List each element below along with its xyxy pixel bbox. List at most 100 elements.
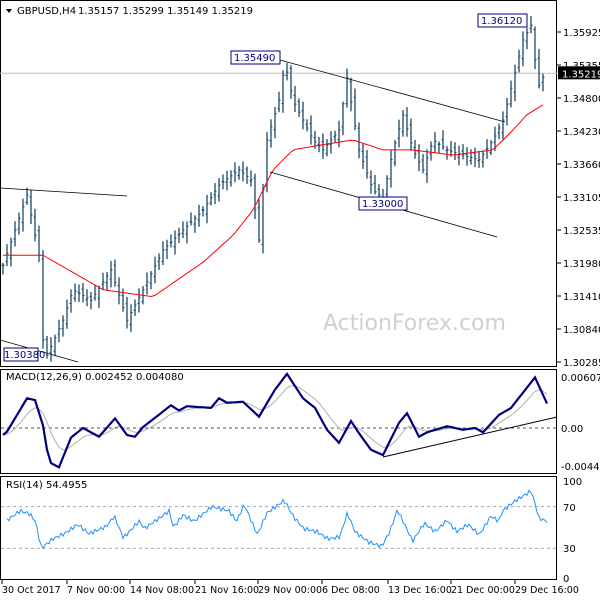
price-bar [93,284,97,301]
rsi-tick-label: 0 [563,574,569,585]
price-bar [437,141,441,154]
price-bar [405,107,409,137]
watermark: ActionForex.com [323,311,506,336]
price-tick-label: 1.33105 [563,193,600,204]
price-bar [365,149,369,179]
price-bar [389,150,393,188]
price-bar [1,262,5,275]
rsi-panel [0,476,557,580]
price-bar [325,139,329,157]
price-bar [513,64,517,102]
price-bar [293,86,297,113]
moving-average-line [3,104,544,298]
price-bar [489,140,493,156]
price-bar [297,98,301,118]
rsi-series [1,489,556,550]
price-bar [253,173,257,220]
price-bar [285,62,289,81]
price-bar [201,206,205,217]
rsi-tick-label: 100 [563,477,582,488]
price-bar [277,91,281,113]
price-bar [321,133,325,159]
macd-signal-line [2,385,548,451]
price-bar [245,166,249,184]
price-series [0,16,557,362]
price-bar [345,68,349,108]
symbol-label: GBPUSD,H4 [17,6,76,17]
macd-trendline[interactable] [382,416,558,458]
price-bar [273,106,277,139]
annotation-high-2: 1.36120 [477,13,528,28]
price-bar [309,115,313,145]
price-bar [57,319,61,343]
price-bar [421,153,425,174]
price-bar [209,192,213,206]
price-bar [105,272,109,290]
price-tick-label: 1.33660 [563,160,600,171]
annotation-low-2: 1.30380 [3,347,45,362]
price-bar [109,260,113,288]
time-tick-label: 6 Dec 08:00 [322,585,380,596]
price-bar [17,212,21,235]
macd-tick-label: 0.00 [561,424,583,435]
price-bar [417,144,421,172]
price-bar [117,277,121,305]
price-bar [81,282,85,303]
price-bar [137,288,141,313]
macd-panel [0,369,557,474]
price-bar [533,26,537,70]
price-bar [225,170,229,191]
dropdown-triangle-icon[interactable] [6,9,12,13]
price-panel [0,0,557,367]
resistance-trendline[interactable] [0,187,128,197]
current-price-box [558,66,600,80]
price-bar [449,140,453,157]
time-tick-label: 21 Dec 00:00 [451,585,515,596]
price-bar [41,250,45,349]
price-bar [257,199,261,243]
time-tick-label: 29 Dec 16:00 [515,585,579,596]
price-bar [337,120,341,148]
annotation-high-1: 1.35490 [230,50,281,65]
price-bar [401,110,405,137]
price-bar [241,161,245,182]
price-bar [409,118,413,151]
price-bar [189,212,193,226]
price-bar [457,145,461,166]
price-bar [161,241,165,266]
price-bar [397,119,401,148]
macd-series [1,372,556,469]
price-bar [453,142,457,160]
time-tick-label: 30 Oct 2017 [2,585,61,596]
rsi-title: RSI(14) 54.4955 [6,480,87,491]
price-bar [133,299,137,316]
price-bar [221,174,225,190]
current-price-label: 1.35219 [562,69,600,80]
price-bar [85,289,89,307]
price-bar [317,136,321,153]
macd-title: MACD(12,26,9) 0.002452 0.004080 [6,372,184,383]
price-bar [101,272,105,290]
price-bar [165,239,169,260]
price-bar [157,253,161,270]
price-bar [29,190,33,225]
svg-text:1.35490: 1.35490 [234,53,275,64]
price-bar [73,283,77,302]
price-bar [249,170,253,187]
price-bar [53,334,57,357]
annotation-low-1: 1.33000 [358,196,408,211]
price-bar [473,147,477,168]
rsi-tick-label: 30 [563,544,576,555]
rsi-line [6,489,548,550]
support-trendline[interactable] [0,339,79,363]
price-bar [281,70,285,113]
price-bar [125,296,129,329]
time-tick-label: 7 Nov 00:00 [67,585,125,596]
price-bar [445,146,449,160]
price-bar [517,49,521,73]
price-tick-label: 1.31410 [563,292,600,303]
price-bar [341,101,345,136]
price-tick-label: 1.35925 [563,28,600,39]
price-bar [333,130,337,143]
channel-top-trendline[interactable] [279,59,506,123]
